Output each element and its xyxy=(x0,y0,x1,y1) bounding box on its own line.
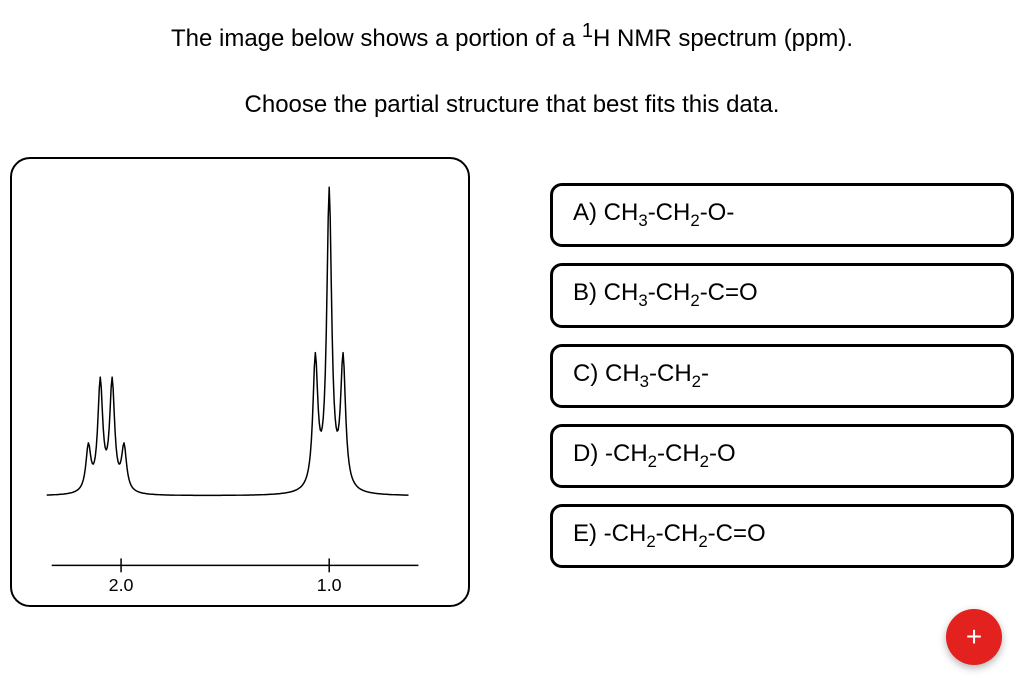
content-row: 2.0 1.0 A) CH3-CH2-O- B) CH3-CH2-C=O C) CH3… xyxy=(0,157,1024,607)
question-sup: 1 xyxy=(582,20,593,42)
answer-option-e[interactable]: E) -CH2-CH2-C=O xyxy=(550,504,1014,568)
question-text-1a: The image below shows a portion of a xyxy=(171,25,582,52)
add-button[interactable]: + xyxy=(946,609,1002,665)
plus-icon: + xyxy=(966,621,982,653)
answer-label: D) -CH2-CH2-O xyxy=(573,440,736,467)
nmr-spectrum-box: 2.0 1.0 xyxy=(10,157,470,607)
svg-text:1.0: 1.0 xyxy=(317,575,342,595)
answers-column: A) CH3-CH2-O- B) CH3-CH2-C=O C) CH3-CH2- D)… xyxy=(550,183,1014,584)
question-line-2: Choose the partial structure that best f… xyxy=(60,91,964,119)
answer-option-b[interactable]: B) CH3-CH2-C=O xyxy=(550,263,1014,327)
question-text-1b: H NMR spectrum (ppm). xyxy=(593,25,853,52)
svg-text:2.0: 2.0 xyxy=(109,575,134,595)
answer-option-d[interactable]: D) -CH2-CH2-O xyxy=(550,424,1014,488)
answer-label: A) CH3-CH2-O- xyxy=(573,199,734,226)
answer-option-a[interactable]: A) CH3-CH2-O- xyxy=(550,183,1014,247)
nmr-spectrum-svg: 2.0 1.0 xyxy=(12,159,468,605)
answer-label: E) -CH2-CH2-C=O xyxy=(573,520,766,547)
question-line-1: The image below shows a portion of a 1H … xyxy=(60,20,964,53)
answer-label: C) CH3-CH2- xyxy=(573,360,709,387)
answer-option-c[interactable]: C) CH3-CH2- xyxy=(550,344,1014,408)
question-area: The image below shows a portion of a 1H … xyxy=(0,0,1024,119)
answer-label: B) CH3-CH2-C=O xyxy=(573,279,758,306)
